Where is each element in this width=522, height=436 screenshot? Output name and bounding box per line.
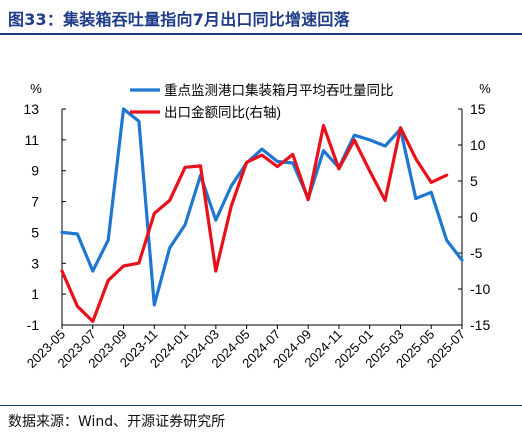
- right-tick-label: -5: [470, 245, 483, 261]
- axis-ticks: % %-1135791113-15-10-50510152023-052023-0…: [23, 81, 491, 371]
- line-chart: % %-1135791113-15-10-50510152023-052023-0…: [23, 81, 491, 371]
- left-tick-label: 5: [31, 224, 39, 240]
- left-tick-label: 9: [31, 163, 39, 179]
- figure-title: 图33：集装箱吞吐量指向7月出口同比增速回落: [8, 10, 350, 29]
- series-lines: [60, 107, 464, 323]
- title-rule: [0, 33, 522, 35]
- left-tick-label: 11: [24, 132, 39, 148]
- legend-label: 重点监测港口集装箱月平均吞吐量同比: [164, 83, 394, 98]
- left-tick-label: 1: [31, 286, 39, 302]
- right-tick-label: -15: [470, 317, 490, 333]
- right-tick-label: 15: [470, 101, 486, 117]
- source-rule: [0, 405, 522, 406]
- right-axis-unit: %: [479, 81, 491, 96]
- right-tick-label: 5: [470, 173, 478, 189]
- source-note: 数据来源：Wind、开源证券研究所: [8, 414, 226, 430]
- right-tick-label: 10: [470, 137, 486, 153]
- container-throughput-line: [60, 107, 464, 307]
- export-growth-line: [60, 123, 449, 323]
- left-tick-label: 7: [31, 194, 39, 210]
- right-tick-label: -10: [470, 281, 490, 297]
- left-tick-label: 3: [31, 255, 39, 271]
- left-tick-label: -1: [27, 317, 40, 333]
- left-axis-unit: %: [30, 81, 42, 96]
- left-tick-label: 13: [23, 101, 39, 117]
- legend-label: 出口金额同比(右轴): [164, 105, 281, 120]
- right-tick-label: 0: [470, 209, 478, 225]
